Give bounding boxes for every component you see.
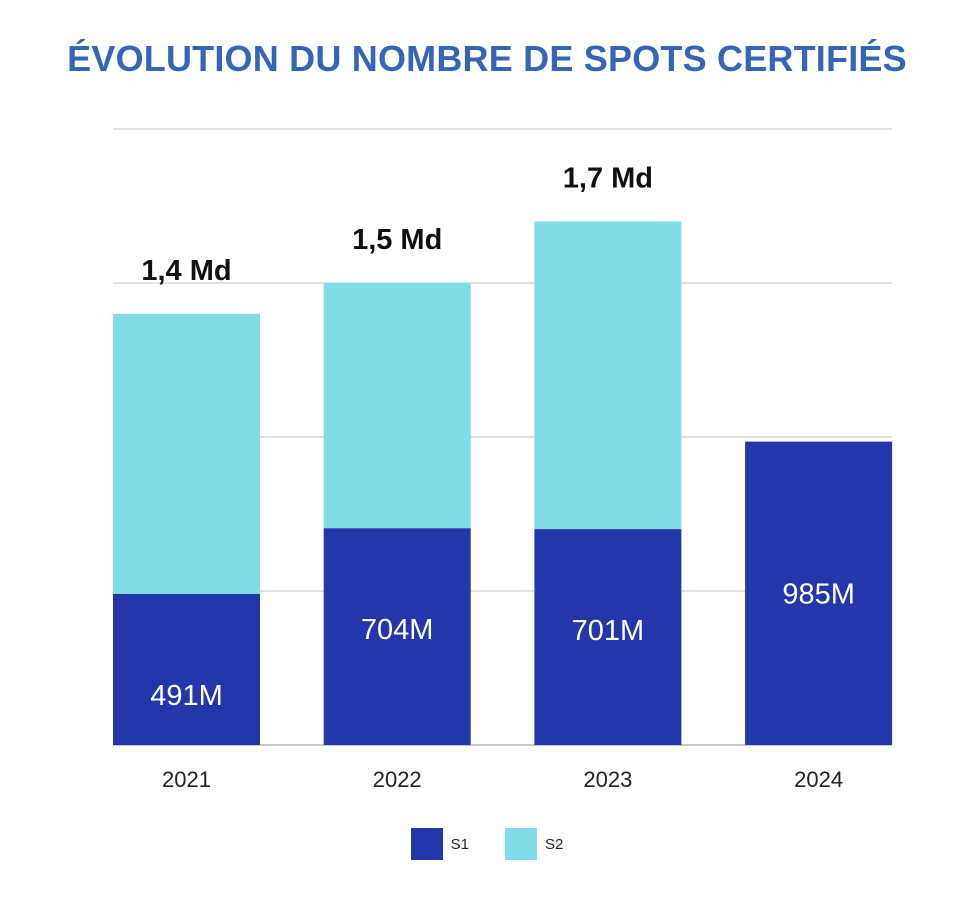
- labels: 491M 1,4 Md 2021 704M 1,5 Md 2022 701M 1,7 Md 20…: [141, 162, 854, 792]
- bar-s1-2021: [113, 593, 260, 745]
- total-label-2021: 1,4 Md: [141, 255, 231, 287]
- legend-label-s1: S1: [450, 835, 469, 853]
- bar-s2-2023: [534, 221, 682, 530]
- total-label-2022: 1,5 Md: [352, 224, 442, 256]
- x-tick-label-2022: 2022: [373, 767, 422, 792]
- chart-title: ÉVOLUTION DU NOMBRE DE SPOTS CERTIFIÉS: [67, 38, 907, 79]
- legend-swatch-s2: [505, 828, 537, 860]
- legend-item-s2: S2: [505, 828, 563, 860]
- legend-label-s2: S2: [545, 835, 564, 853]
- legend-item-s1: S1: [410, 828, 469, 860]
- x-tick-label-2023: 2023: [583, 767, 632, 792]
- data-label-s1-2021: 491M: [150, 680, 223, 712]
- bar-s1-2023: [534, 529, 682, 745]
- legend: S1 S2: [0, 828, 974, 860]
- bar-s2-2021: [113, 313, 260, 594]
- bar-s1-2024: [745, 441, 893, 745]
- data-label-s1-2022: 704M: [361, 614, 434, 646]
- x-tick-label-2021: 2021: [162, 767, 211, 792]
- bar-s1-2022: [323, 528, 471, 745]
- data-label-s1-2023: 701M: [572, 615, 645, 647]
- bars: [113, 221, 893, 745]
- legend-swatch-s1: [410, 828, 443, 860]
- total-label-2023: 1,7 Md: [563, 162, 653, 194]
- x-tick-label-2024: 2024: [794, 767, 843, 792]
- data-label-s1-2024: 985M: [782, 578, 855, 610]
- bar-s2-2022: [323, 283, 471, 529]
